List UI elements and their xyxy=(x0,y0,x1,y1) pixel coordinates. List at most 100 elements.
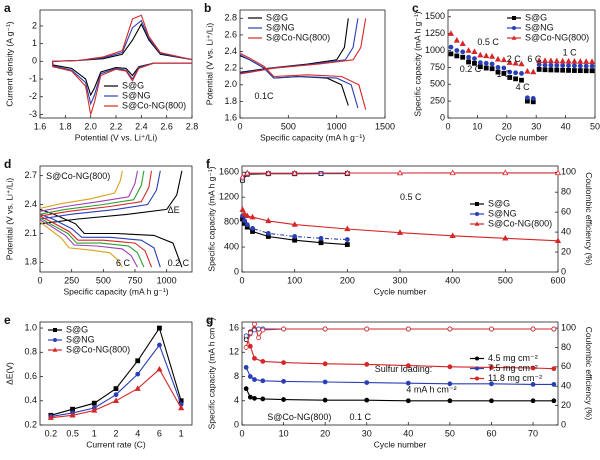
marker xyxy=(239,173,246,180)
marker xyxy=(530,68,537,75)
legend-label: S@Co-NG(800) xyxy=(122,100,186,110)
marker xyxy=(243,386,249,392)
legend-label: S@NG xyxy=(122,90,151,100)
marker xyxy=(241,210,248,217)
series-line xyxy=(239,18,359,109)
marker xyxy=(551,382,557,387)
y-tick-label: 16 xyxy=(229,322,239,332)
marker xyxy=(322,397,328,403)
marker xyxy=(460,49,466,55)
marker xyxy=(405,398,411,404)
marker xyxy=(551,398,557,404)
marker xyxy=(405,326,411,332)
marker xyxy=(466,54,471,60)
y-tick-label: 0.2 xyxy=(24,419,37,429)
series-line xyxy=(39,170,145,268)
annotation: 0.5 C xyxy=(400,192,422,202)
marker xyxy=(495,69,501,75)
x-tick-label: 2.2 xyxy=(110,121,123,131)
marker xyxy=(364,397,370,403)
x-tick-label: 0 xyxy=(239,275,244,285)
marker xyxy=(156,365,163,372)
annotation: 1 C xyxy=(563,48,578,58)
x-tick-label: 2.8 xyxy=(186,121,199,131)
x-tick-label: 1.6 xyxy=(34,121,47,131)
marker xyxy=(547,57,554,64)
legend-label: 11.8 mg cm⁻² xyxy=(488,373,542,383)
series-line xyxy=(245,388,554,402)
y-axis-label: Current density (A g⁻¹) xyxy=(4,21,14,106)
y2-tick-label: 100 xyxy=(561,322,576,332)
marker xyxy=(536,67,542,72)
marker xyxy=(472,60,477,66)
y-tick-label: 8 xyxy=(234,371,239,381)
marker xyxy=(134,385,141,391)
marker xyxy=(344,237,350,242)
legend-label: 7.5 mg cm⁻² xyxy=(488,363,538,373)
y-tick-label: 500 xyxy=(430,79,445,89)
marker xyxy=(242,218,248,224)
y-tick-label: 2.6 xyxy=(224,29,237,39)
annotation: 4 mA h cm⁻² xyxy=(406,384,456,394)
marker xyxy=(524,95,530,101)
marker xyxy=(519,71,524,76)
y-tick-label: 1.8 xyxy=(24,257,37,267)
marker xyxy=(583,63,589,69)
legend-marker xyxy=(512,16,516,20)
marker xyxy=(364,380,370,385)
x-tick-label: 4 xyxy=(135,428,140,438)
y-axis-label: Potential (V vs. Li⁺/Li) xyxy=(4,178,14,261)
annotation: Sulfur loading: xyxy=(375,364,433,374)
panel-letter: e xyxy=(4,313,11,327)
marker xyxy=(364,326,370,332)
marker xyxy=(322,361,328,367)
marker xyxy=(583,68,589,74)
marker xyxy=(500,56,507,63)
x-tick-label: 1000 xyxy=(157,275,177,285)
marker xyxy=(554,237,562,244)
marker xyxy=(530,96,536,101)
marker xyxy=(135,358,141,364)
y-tick-label: 1.0 xyxy=(24,322,37,332)
marker xyxy=(541,57,549,63)
annotation: 0.1 C xyxy=(349,412,371,422)
marker xyxy=(489,53,496,59)
marker xyxy=(247,374,253,379)
marker xyxy=(322,326,328,332)
marker xyxy=(113,392,119,398)
marker xyxy=(512,59,519,66)
x-tick-label: 6 xyxy=(157,428,162,438)
marker xyxy=(344,169,351,176)
x-tick-label: 2.6 xyxy=(160,121,173,131)
annotation: S@Co-NG(800) xyxy=(46,171,110,181)
marker xyxy=(530,365,536,371)
marker xyxy=(260,327,266,333)
legend-marker xyxy=(474,221,480,226)
marker xyxy=(566,68,571,73)
series-line xyxy=(39,170,139,268)
y2-tick-label: 80 xyxy=(561,187,571,197)
marker xyxy=(447,381,453,387)
series-line xyxy=(245,328,554,337)
marker xyxy=(454,53,460,59)
marker xyxy=(551,366,557,372)
annotation: 6 C xyxy=(527,54,542,64)
x-tick-label: 2.4 xyxy=(135,121,148,131)
marker xyxy=(447,398,453,404)
y-tick-label: 1.8 xyxy=(224,96,237,106)
marker xyxy=(243,345,249,350)
x-tick-label: 500 xyxy=(281,121,296,131)
x-axis-label: Potential (V vs. Li⁺/Li) xyxy=(75,132,158,142)
marker xyxy=(244,169,251,176)
series-line xyxy=(39,170,123,268)
marker xyxy=(322,379,328,385)
y-tick-label: 0 xyxy=(234,419,239,429)
legend-label: S@G xyxy=(266,12,288,22)
y2-tick-label: 60 xyxy=(561,207,571,217)
marker xyxy=(250,225,255,231)
x-tick-label: 750 xyxy=(127,275,142,285)
x-tick-label: 400 xyxy=(445,275,460,285)
marker xyxy=(396,229,404,235)
marker xyxy=(524,67,531,74)
series-line xyxy=(52,22,193,97)
